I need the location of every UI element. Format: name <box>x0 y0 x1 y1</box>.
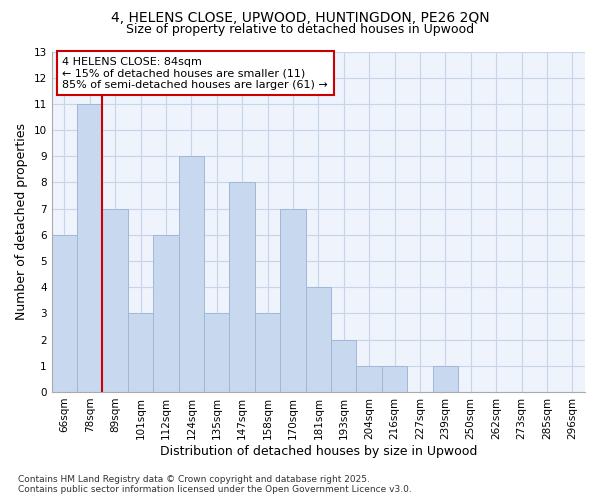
X-axis label: Distribution of detached houses by size in Upwood: Distribution of detached houses by size … <box>160 444 477 458</box>
Bar <box>255 314 280 392</box>
Text: 4 HELENS CLOSE: 84sqm
← 15% of detached houses are smaller (11)
85% of semi-deta: 4 HELENS CLOSE: 84sqm ← 15% of detached … <box>62 56 328 90</box>
Text: Size of property relative to detached houses in Upwood: Size of property relative to detached ho… <box>126 22 474 36</box>
Bar <box>305 287 331 392</box>
Bar <box>356 366 382 392</box>
Y-axis label: Number of detached properties: Number of detached properties <box>15 123 28 320</box>
Bar <box>153 235 179 392</box>
Bar <box>280 208 305 392</box>
Bar <box>179 156 204 392</box>
Bar <box>77 104 103 392</box>
Text: Contains HM Land Registry data © Crown copyright and database right 2025.
Contai: Contains HM Land Registry data © Crown c… <box>18 474 412 494</box>
Bar <box>103 208 128 392</box>
Bar <box>128 314 153 392</box>
Bar <box>331 340 356 392</box>
Text: 4, HELENS CLOSE, UPWOOD, HUNTINGDON, PE26 2QN: 4, HELENS CLOSE, UPWOOD, HUNTINGDON, PE2… <box>110 11 490 25</box>
Bar <box>433 366 458 392</box>
Bar <box>52 235 77 392</box>
Bar <box>382 366 407 392</box>
Bar <box>229 182 255 392</box>
Bar <box>204 314 229 392</box>
